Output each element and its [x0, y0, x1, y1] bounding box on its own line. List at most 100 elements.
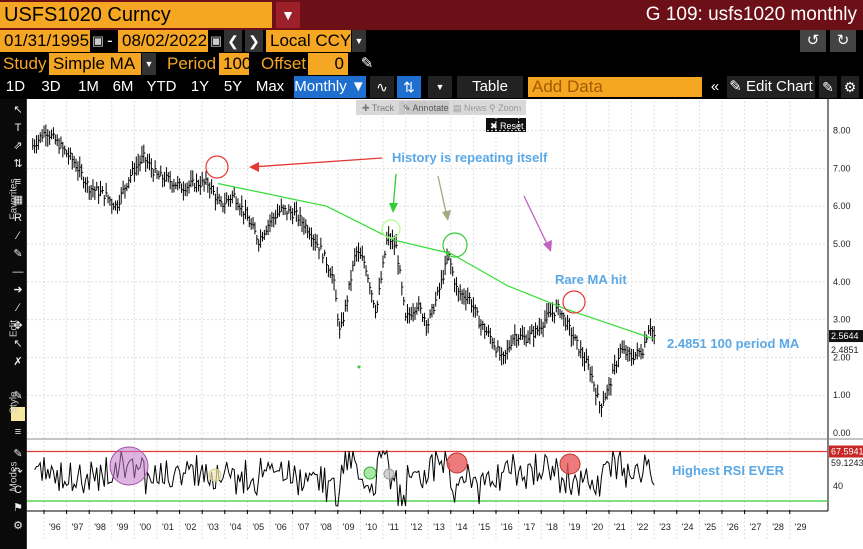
rsi-circle-red-2018[interactable] — [559, 453, 581, 475]
annotate-label: Annotate — [413, 103, 449, 113]
y-tick-label: 0.00 — [833, 428, 851, 438]
crosshair-mode-icon[interactable]: ↷ — [13, 466, 23, 478]
fib-tool-icon[interactable]: ≡ — [14, 176, 22, 188]
channel-tool-icon[interactable]: ⇅ — [13, 158, 23, 170]
chevron-down-icon[interactable]: ▼ — [352, 30, 366, 52]
period-button-1m[interactable]: 1M — [72, 76, 105, 98]
red-arrow[interactable] — [250, 157, 383, 168]
edit-tab[interactable]: Edit — [8, 319, 20, 338]
history-annotation[interactable]: History is repeating itself — [392, 150, 548, 165]
rsi-circle-red-2013[interactable] — [446, 452, 468, 474]
right-axis: 8.00 7.00 6.00 5.00 4.00 3.00 2.00 1.00 0.00 2.56… — [27, 99, 863, 512]
move-icon[interactable]: ✥ — [13, 320, 23, 332]
gear-icon[interactable]: ⚙ — [841, 76, 859, 98]
line-tool-icon[interactable]: ∕ — [17, 230, 19, 242]
redo-icon[interactable]: ↻ — [830, 30, 856, 52]
reset-button[interactable]: ✖ Reset — [490, 121, 524, 131]
gear-icon[interactable]: ⚙ — [13, 520, 23, 532]
pen-mode-icon[interactable]: ✎ — [13, 448, 23, 460]
rsi-circle-beige[interactable] — [208, 468, 222, 482]
end-date-field[interactable]: 08/02/2022 — [118, 30, 208, 52]
grid-tool-icon[interactable]: ▦ — [12, 194, 24, 206]
eraser-icon[interactable]: ✗ — [13, 356, 23, 368]
modes-tab[interactable]: Modes — [8, 461, 20, 492]
table-button[interactable]: Table — [457, 76, 523, 98]
flag-icon[interactable]: ⚑ — [13, 502, 23, 514]
style-pen-icon[interactable]: ✎ — [13, 390, 23, 402]
history-circle-2013[interactable] — [442, 232, 468, 258]
period-button-max[interactable]: Max — [251, 76, 289, 98]
hline-icon[interactable]: — — [12, 266, 24, 278]
y-tick-label: 4.00 — [833, 277, 851, 287]
price-series — [32, 124, 656, 417]
text-tool-icon[interactable]: T — [14, 122, 22, 134]
arrow-tool-icon[interactable]: ➜ — [13, 284, 23, 296]
pencil-icon[interactable]: ✎ — [360, 55, 374, 72]
color-swatch-icon[interactable] — [11, 407, 25, 421]
rsi-circle-green[interactable] — [363, 466, 377, 480]
calendar-icon[interactable]: ▣ — [91, 33, 105, 48]
history-circle-2011[interactable] — [381, 219, 401, 239]
annotate-button[interactable]: ✎ Annotate — [403, 103, 449, 113]
add-data-input[interactable]: Add Data — [528, 77, 702, 97]
style-tab[interactable]: Style — [8, 391, 20, 414]
rare-ma-annotation[interactable]: Rare MA hit — [555, 272, 627, 287]
bar-chart-icon[interactable]: ⇅ — [397, 76, 421, 98]
edit-square-icon[interactable]: ✎ — [819, 76, 837, 98]
x-tick-label: '24 — [682, 522, 694, 532]
period-input[interactable]: 100 — [219, 53, 249, 75]
rsi-circle-purple[interactable] — [109, 446, 149, 486]
rare-ma-circle[interactable] — [562, 290, 586, 314]
favorites-tab[interactable]: Favorites — [8, 178, 20, 220]
chevron-down-icon[interactable]: ▼ — [276, 2, 300, 28]
r-tool-icon[interactable]: R — [14, 212, 22, 224]
line-style-icon[interactable]: ≡ — [14, 426, 22, 438]
chevron-down-icon[interactable]: ▼ — [428, 76, 452, 98]
cycle-mode-icon[interactable]: C — [14, 484, 22, 496]
track-button[interactable]: ✚ Track — [362, 103, 395, 113]
chevron-down-icon[interactable]: ▼ — [142, 53, 156, 75]
security-field[interactable]: USFS1020 Curncy — [0, 2, 272, 28]
undo-icon[interactable]: ↺ — [800, 30, 826, 52]
brush-icon[interactable]: ✎ — [13, 248, 23, 260]
prev-arrow-icon[interactable]: ❮ — [224, 30, 242, 52]
frequency-select[interactable]: Monthly ▼ — [294, 76, 366, 98]
chart-area[interactable]: ✚ Track ✎ Annotate ▤ News ⚲ Zoom ✖ Reset… — [27, 99, 863, 549]
measure-icon[interactable]: ∕ — [17, 302, 19, 314]
period-button-3d[interactable]: 3D — [33, 76, 69, 98]
rsi-upper-box — [829, 445, 863, 458]
study-select[interactable]: Simple MA — [49, 53, 141, 75]
cursor-icon[interactable]: ↖ — [13, 104, 23, 116]
ma-annotation[interactable]: 2.4851 100 period MA — [667, 336, 800, 351]
edit-chart-button[interactable]: ✎ Edit Chart — [727, 76, 815, 98]
currency-select[interactable]: Local CCY — [266, 30, 351, 52]
next-arrow-icon[interactable]: ❯ — [245, 30, 263, 52]
select-icon[interactable]: ↖ — [13, 338, 23, 350]
trend-tool-icon[interactable]: ⇗ — [13, 140, 23, 152]
purple-arrow[interactable] — [523, 195, 550, 249]
period-label: Period — [167, 54, 217, 73]
sub-toolbar: ✚ Track ✎ Annotate ▤ News ⚲ Zoom ✖ Reset — [356, 100, 526, 132]
rsi-circle-grey[interactable] — [383, 468, 395, 480]
start-date-field[interactable]: 01/31/1995 — [0, 30, 90, 52]
period-button-1d[interactable]: 1D — [0, 76, 31, 98]
x-tick-label: '26 — [727, 522, 739, 532]
calendar-icon[interactable]: ▣ — [209, 33, 223, 48]
period-button-6m[interactable]: 6M — [108, 76, 138, 98]
period-button-5y[interactable]: 5Y — [218, 76, 248, 98]
offset-input[interactable]: 0 — [308, 53, 348, 75]
collapse-icon[interactable]: « — [706, 76, 724, 98]
zoom-button[interactable]: ⚲ Zoom — [489, 103, 521, 113]
period-button-1y[interactable]: 1Y — [185, 76, 215, 98]
line-chart-icon[interactable]: ∿ — [370, 76, 394, 98]
olive-arrow[interactable] — [437, 175, 448, 218]
news-button[interactable]: ▤ News — [453, 103, 487, 113]
x-tick-label: '11 — [388, 522, 399, 532]
rsi-annotation[interactable]: Highest RSI EVER — [672, 463, 785, 478]
x-axis: '96 '97 '98 '99 '00 '01 '02 '03 '04 '05 '06 '07 '08 '… — [43, 510, 807, 532]
history-circle-2003[interactable] — [205, 155, 229, 179]
period-button-ytd[interactable]: YTD — [141, 76, 182, 98]
x-tick-label: '28 — [772, 522, 784, 532]
y-tick-label: 5.00 — [833, 239, 851, 249]
